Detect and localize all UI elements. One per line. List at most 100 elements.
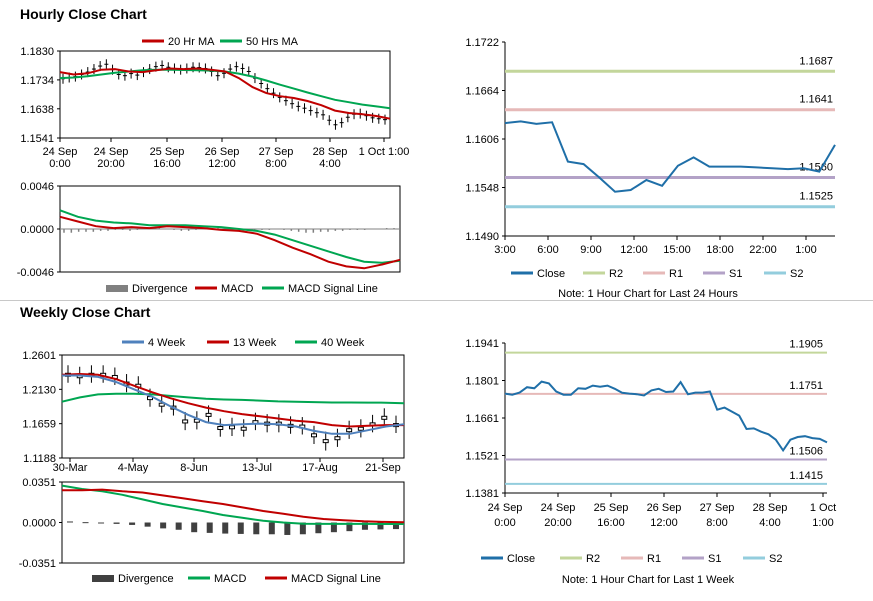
hourly-level-r1-label: 1.1641 — [799, 94, 833, 106]
hourly-levels-x-label: 9:00 — [580, 244, 601, 256]
weekly-price-x-label: 17-Aug — [302, 462, 337, 474]
hourly-levels-y-tick-label: 1.1722 — [465, 37, 499, 49]
weekly-macd-divergence-bar — [393, 522, 399, 530]
weekly-levels-x-label-time: 8:00 — [706, 517, 727, 529]
hourly-levels-legend-close-label: Close — [537, 268, 565, 280]
weekly-price-y-tick-label: 1.1188 — [23, 453, 56, 465]
weekly-levels-x-label-time: 0:00 — [494, 517, 515, 529]
weekly-levels-x-label-time: 16:00 — [597, 517, 625, 529]
weekly-macd-divergence-bar — [206, 522, 213, 533]
hourly-levels-x-label: 6:00 — [537, 244, 558, 256]
weekly-levels-x-label: 28 Sep — [753, 502, 788, 514]
hourly-macd-y-tick-label: -0.0046 — [17, 267, 54, 279]
weekly-levels-x-label: 1 Oct — [810, 502, 836, 514]
weekly-macd-divergence-bar — [253, 522, 260, 535]
weekly-macd-divergence-bar — [175, 522, 182, 530]
weekly-macd-divergence-bar — [113, 522, 120, 524]
weekly-levels-y-tick-label: 1.1801 — [465, 376, 499, 388]
weekly-price-y-tick-label: 1.1659 — [22, 419, 56, 431]
hourly-macd-legend-0-label: Divergence — [132, 283, 188, 295]
weekly-price-x-label: 21-Sep — [365, 462, 400, 474]
weekly-levels-legend-r1-label: R1 — [647, 553, 661, 565]
hourly-levels-y-tick-label: 1.1548 — [465, 183, 499, 195]
weekly-levels-y-tick-label: 1.1521 — [465, 451, 499, 463]
weekly-macd-legend-2-label: MACD Signal Line — [291, 573, 381, 585]
hourly-price-x-label: 24 Sep — [94, 146, 129, 158]
weekly-ma40-line — [61, 392, 405, 405]
weekly-ma13-line — [61, 372, 404, 428]
hourly-macd-y-tick-label: 0.0000 — [20, 224, 54, 236]
weekly-price-y-tick-label: 1.2601 — [22, 350, 56, 362]
weekly-levels-legend-s1-label: S1 — [708, 553, 721, 565]
hourly-price-x-label: 27 Sep — [259, 146, 294, 158]
hourly-macd-legend-2-label: MACD Signal Line — [288, 283, 378, 295]
weekly-levels-legend-close-label: Close — [507, 553, 535, 565]
hourly-macd-legend-0-swatch — [106, 285, 128, 292]
hourly-levels-legend-r1-label: R1 — [669, 268, 683, 280]
weekly-macd-y-tick-label: -0.0351 — [19, 558, 56, 570]
weekly-macd-divergence-bar — [299, 522, 306, 535]
weekly-candle-body — [182, 419, 189, 424]
hourly-section-title: Hourly Close Chart — [20, 6, 147, 22]
weekly-macd-signal-line — [62, 488, 405, 524]
weekly-levels-legend-r2-label: R2 — [586, 553, 600, 565]
hourly-price-legend-0-label: 20 Hr MA — [168, 36, 215, 48]
weekly-candle-body — [381, 415, 388, 420]
hourly-levels-legend-r2-label: R2 — [609, 268, 623, 280]
hourly-price-x-label: 25 Sep — [150, 146, 185, 158]
weekly-macd-y-tick-label: 0.0000 — [22, 518, 56, 530]
weekly-price-legend-1-label: 13 Week — [233, 337, 277, 349]
weekly-candle-body — [322, 439, 329, 444]
hourly-price-legend-1-label: 50 Hrs MA — [246, 36, 299, 48]
weekly-levels-x-label: 24 Sep — [541, 502, 576, 514]
weekly-levels-y-tick-label: 1.1941 — [465, 338, 499, 350]
weekly-price-y-tick-label: 1.2130 — [22, 384, 56, 396]
weekly-candle-body — [357, 426, 364, 431]
section-divider — [0, 300, 873, 301]
weekly-macd-divergence-bar — [284, 522, 291, 535]
weekly-macd-divergence-bar — [191, 522, 198, 533]
hourly-levels-x-label: 22:00 — [749, 244, 777, 256]
weekly-candle-body — [311, 433, 317, 438]
weekly-macd-legend-0-swatch — [92, 575, 114, 582]
hourly-levels-x-label: 15:00 — [663, 244, 691, 256]
weekly-macd-line — [61, 484, 404, 525]
hourly-level-r2-label: 1.1687 — [799, 55, 833, 67]
hourly-price-x-label: 26 Sep — [205, 146, 240, 158]
hourly-ma20-line — [59, 67, 391, 120]
weekly-price-x-label: 4-May — [118, 462, 149, 474]
hourly-levels-x-label: 1:00 — [795, 244, 816, 256]
weekly-price-x-label: 13-Jul — [242, 462, 272, 474]
weekly-macd-divergence-bar — [160, 522, 167, 529]
hourly-macd-y-tick-label: 0.0046 — [20, 181, 54, 193]
hourly-levels-legend-s1-label: S1 — [729, 268, 742, 280]
hourly-levels-x-label: 12:00 — [620, 244, 648, 256]
weekly-macd-divergence-bar — [330, 522, 337, 533]
weekly-macd-divergence-bar — [129, 522, 136, 525]
hourly-close-line — [504, 120, 836, 193]
weekly-level-s2-label: 1.1415 — [789, 470, 823, 482]
weekly-macd-legend-0-label: Divergence — [118, 573, 174, 585]
hourly-price-x-label-time: 16:00 — [153, 158, 181, 170]
hourly-level-s2-label: 1.1525 — [799, 191, 833, 203]
weekly-price-x-label: 30-Mar — [53, 462, 88, 474]
weekly-candle-body — [240, 426, 247, 431]
weekly-levels-x-label-time: 20:00 — [544, 517, 572, 529]
weekly-macd-divergence-bar — [268, 522, 275, 535]
hourly-levels-note: Note: 1 Hour Chart for Last 24 Hours — [558, 288, 738, 300]
weekly-macd-divergence-bar — [82, 522, 89, 524]
weekly-price-legend-0-label: 4 Week — [148, 337, 186, 349]
hourly-price-y-tick-label: 1.1734 — [20, 75, 54, 87]
hourly-price-y-tick-label: 1.1638 — [20, 104, 54, 116]
hourly-ma50-line — [59, 68, 391, 110]
hourly-price-y-tick-label: 1.1541 — [20, 133, 54, 145]
weekly-close-line — [504, 380, 828, 453]
weekly-candle-body — [205, 412, 212, 417]
hourly-price-x-label-time: 4:00 — [319, 158, 340, 170]
hourly-levels-x-label: 3:00 — [494, 244, 515, 256]
weekly-candle-body — [158, 402, 165, 407]
weekly-macd-divergence-bar — [361, 522, 368, 530]
hourly-levels-y-tick-label: 1.1606 — [465, 134, 499, 146]
weekly-macd-divergence-bar — [98, 522, 105, 524]
weekly-macd-divergence-bar — [377, 522, 384, 530]
